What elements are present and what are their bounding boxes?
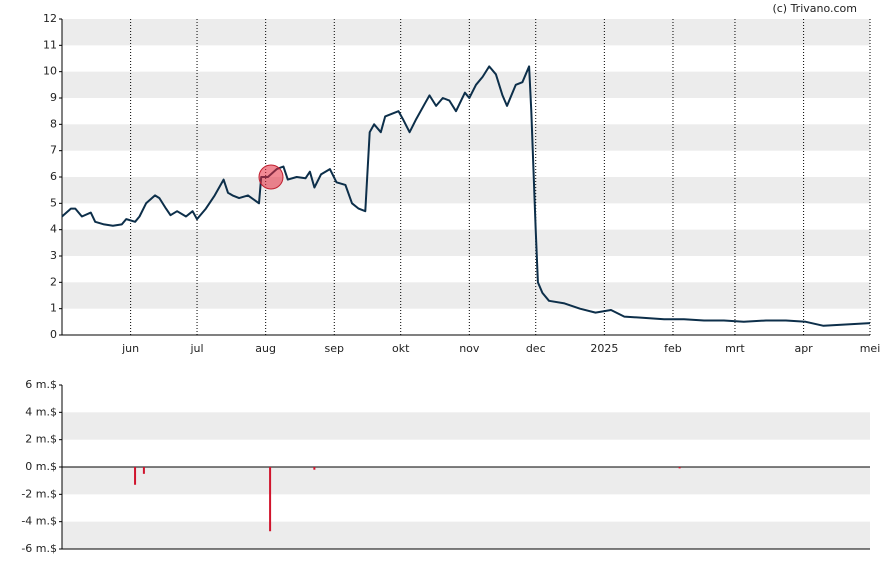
grid-band xyxy=(62,521,870,549)
y-tick-label: 10 xyxy=(43,65,57,78)
bar xyxy=(678,467,681,469)
y-tick-label: -6 m.$ xyxy=(21,542,57,555)
y-tick-label: 2 xyxy=(50,275,57,288)
y-tick-label: 3 xyxy=(50,249,57,262)
y-tick-label: 6 m.$ xyxy=(25,378,57,391)
y-tick-label: 9 xyxy=(50,91,57,104)
grid-band xyxy=(62,19,870,46)
bar xyxy=(269,467,272,532)
x-tick-label: mei xyxy=(860,342,881,355)
x-tick-label: apr xyxy=(794,342,813,355)
y-tick-label: 4 xyxy=(50,223,57,236)
bar xyxy=(134,467,137,485)
x-tick-label: okt xyxy=(392,342,410,355)
x-tick-label: 2025 xyxy=(590,342,618,355)
y-tick-label: 0 m.$ xyxy=(25,460,57,473)
grid-band xyxy=(62,229,870,256)
bar xyxy=(142,467,145,474)
x-tick-label: feb xyxy=(664,342,682,355)
y-tick-label: 2 m.$ xyxy=(25,433,57,446)
grid-band xyxy=(62,467,870,495)
x-tick-label: mrt xyxy=(725,342,745,355)
y-tick-label: 12 xyxy=(43,12,57,25)
bar xyxy=(313,467,316,470)
y-tick-label: 5 xyxy=(50,196,57,209)
y-tick-label: -4 m.$ xyxy=(21,515,57,528)
copyright: (c) Trivano.com xyxy=(772,2,857,15)
y-tick-label: -2 m.$ xyxy=(21,487,57,500)
grid-band xyxy=(62,412,870,440)
y-tick-label: 11 xyxy=(43,38,57,51)
y-tick-label: 1 xyxy=(50,302,57,315)
grid-band xyxy=(62,124,870,151)
x-tick-label: sep xyxy=(325,342,344,355)
highlight xyxy=(258,164,284,190)
x-tick-label: jun xyxy=(121,342,139,355)
x-tick-label: dec xyxy=(526,342,546,355)
x-tick-label: nov xyxy=(459,342,480,355)
y-tick-label: 4 m.$ xyxy=(25,405,57,418)
y-tick-label: 0 xyxy=(50,328,57,341)
y-tick-label: 7 xyxy=(50,144,57,157)
y-tick-label: 8 xyxy=(50,117,57,130)
y-tick-label: 6 xyxy=(50,170,57,183)
price-line xyxy=(61,65,871,327)
grid-band xyxy=(62,282,870,309)
x-tick-label: aug xyxy=(255,342,276,355)
grid-band xyxy=(62,177,870,204)
x-tick-label: jul xyxy=(189,342,203,355)
